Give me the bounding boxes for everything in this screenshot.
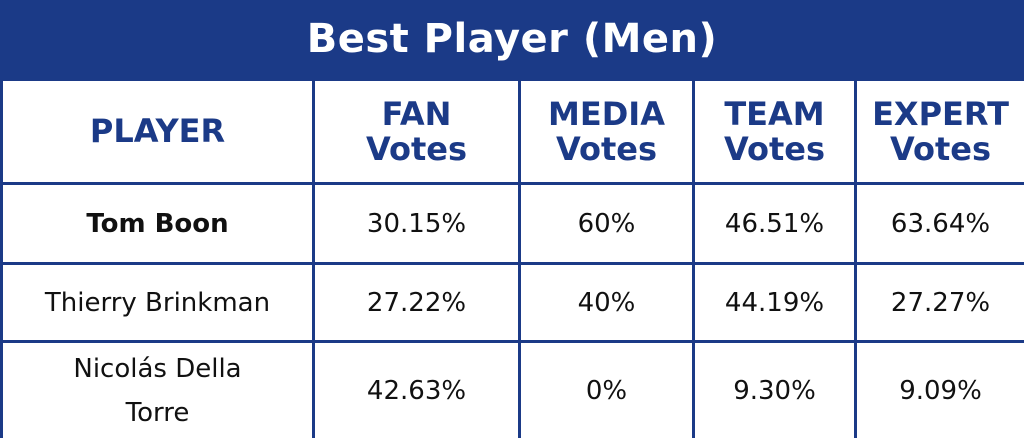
player-name-cell: Tom Boon — [0, 182, 315, 265]
expert-votes-cell: 9.09% — [854, 340, 1024, 438]
column-header-media-votes: MEDIA Votes — [518, 78, 695, 185]
column-header-label: TEAM — [724, 94, 825, 133]
media-votes-cell: 60% — [518, 182, 695, 265]
team-votes-cell: 44.19% — [692, 262, 857, 343]
table-title: Best Player (Men) — [306, 16, 718, 62]
player-name-cell: Thierry Brinkman — [0, 262, 315, 343]
column-header-fan-votes: FAN Votes — [312, 78, 521, 185]
column-header-sublabel: Votes — [723, 129, 826, 168]
column-header-team-votes: TEAM Votes — [692, 78, 857, 185]
column-header-player: PLAYER — [0, 78, 315, 185]
team-votes-cell: 9.30% — [692, 340, 857, 438]
table-row: Tom Boon 30.15% 60% 46.51% 63.64% — [0, 182, 1024, 265]
expert-votes-cell: 63.64% — [854, 182, 1024, 265]
table-row: Thierry Brinkman 27.22% 40% 44.19% 27.27… — [0, 262, 1024, 343]
table-row: Nicolás Della Torre 42.63% 0% 9.30% 9.09… — [0, 340, 1024, 438]
column-header-sublabel: Votes — [365, 129, 468, 168]
column-header-label: PLAYER — [89, 112, 226, 150]
media-votes-cell: 0% — [518, 340, 695, 438]
team-votes-cell: 46.51% — [692, 182, 857, 265]
column-header-sublabel: Votes — [555, 129, 658, 168]
table-header-row: PLAYER FAN Votes MEDIA Votes TEAM Votes … — [0, 78, 1024, 185]
column-header-label: MEDIA — [548, 94, 665, 133]
fan-votes-cell: 30.15% — [312, 182, 521, 265]
fan-votes-cell: 27.22% — [312, 262, 521, 343]
fan-votes-cell: 42.63% — [312, 340, 521, 438]
column-header-label: FAN — [381, 94, 452, 133]
column-header-sublabel: Votes — [889, 129, 992, 168]
votes-table: PLAYER FAN Votes MEDIA Votes TEAM Votes … — [0, 78, 1024, 438]
column-header-label: EXPERT — [872, 94, 1009, 133]
column-header-expert-votes: EXPERT Votes — [854, 78, 1024, 185]
expert-votes-cell: 27.27% — [854, 262, 1024, 343]
player-name-cell: Nicolás Della Torre — [0, 340, 315, 438]
media-votes-cell: 40% — [518, 262, 695, 343]
